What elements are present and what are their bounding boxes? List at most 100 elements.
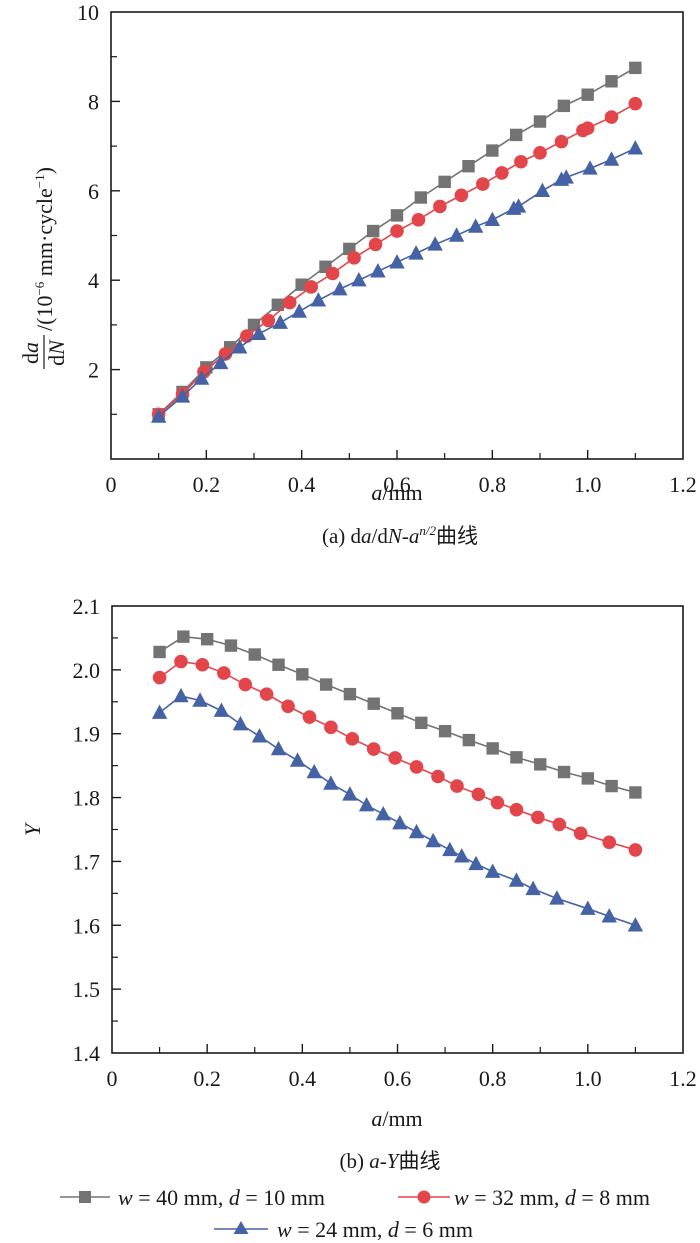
data-point-circle [282,295,297,310]
data-point-circle [495,166,509,180]
plot-b-frame [111,605,684,1054]
data-point-triangle [291,303,307,318]
data-point-square [319,678,333,691]
data-point-square [534,758,547,771]
ylabel-frac-den: dN [44,339,69,366]
data-point-circle [554,134,569,149]
data-point-square [486,742,499,755]
y-tick-label: 1.9 [73,722,101,747]
x-tick-label: 0.8 [479,1066,507,1091]
data-point-triangle [627,917,644,932]
data-point-circle [471,787,486,802]
x-tick-label: 0.2 [193,1066,221,1091]
data-point-triangle [270,740,287,756]
data-point-square [557,765,571,779]
data-point-circle [580,121,595,136]
data-point-triangle [272,314,288,329]
data-point-square [415,716,428,730]
data-point-circle [304,280,319,294]
x-tick-label: 0.6 [383,472,411,497]
data-point-square [605,779,618,793]
data-point-circle [174,654,188,669]
data-point-square [509,128,523,142]
data-point-square [367,697,380,710]
x-tick-label: 1.2 [669,1066,697,1091]
data-point-circle [602,835,617,850]
data-point-square [581,772,595,785]
data-point-triangle [192,692,208,707]
legend-item-w40: w = 40 mm, d = 10 mm [60,1185,325,1210]
ylabel-unit: /(10−6 mm·cycle−1) [32,167,57,331]
data-point-triangle [425,832,441,848]
series-circle [152,654,643,857]
data-point-triangle [213,702,230,717]
data-point-triangle [448,227,465,242]
data-point-circle [476,177,490,191]
data-point-circle [604,110,619,124]
data-point-square [366,224,380,238]
data-point-circle [238,677,253,692]
data-point-square [177,630,190,643]
legend-triangle-marker [233,1221,249,1234]
data-point-circle [388,751,402,765]
data-point-square [629,61,642,75]
data-point-triangle [193,370,210,385]
data-point-square [438,724,452,738]
data-point-triangle [232,715,249,731]
legend-label-w40: w = 40 mm, d = 10 mm [118,1185,325,1210]
data-point-triangle [484,211,501,227]
data-point-triangle [580,900,596,915]
data-point-circle [195,657,210,672]
panel-b: 0 0.2 0.4 0.6 0.8 1.0 1.2 1.4 1.5 1.6 1.7 1.8 1.9 2.0… [20,594,697,1173]
data-point-triangle [351,272,367,287]
plot-a-xlabel: a/mm [371,480,422,505]
data-point-triangle [508,872,525,887]
data-point-triangle [310,292,327,307]
series-square [152,61,642,421]
data-point-square [296,668,309,681]
data-point-triangle [306,763,322,779]
data-point-circle [261,313,276,328]
data-point-square [462,733,476,747]
data-point-circle [366,742,381,756]
data-point-square [510,751,523,764]
data-point-triangle [408,245,424,260]
y-tick-label: 1.8 [73,786,101,811]
data-point-triangle [251,325,267,341]
data-point-square [153,645,166,659]
ylabel-frac-num: da [18,342,43,364]
x-tick-label: 0 [107,1066,118,1091]
x-tick-label: 1.0 [574,1066,602,1091]
plot-a-series [150,61,644,423]
y-tick-label: 6 [88,179,99,204]
y-tick-label: 2 [88,358,99,383]
series-circle [151,96,643,422]
data-point-circle [240,329,254,343]
legend: w = 40 mm, d = 10 mm w = 32 mm, d = 8 mm… [60,1185,650,1242]
legend-label-w24: w = 24 mm, d = 6 mm [277,1217,473,1242]
y-tick-label: 2.1 [73,594,101,619]
data-point-triangle [534,182,551,197]
x-tick-label: 0.4 [288,472,316,497]
data-point-square [533,115,547,128]
data-point-triangle [627,140,644,155]
data-point-triangle [408,823,425,839]
data-point-square [224,639,238,652]
plot-b-ylabel: Y [20,821,45,836]
data-point-triangle [468,855,484,871]
data-point-circle [433,199,447,214]
data-point-triangle [251,728,268,743]
legend-item-w32: w = 32 mm, d = 8 mm [398,1185,650,1210]
data-point-square [414,191,428,204]
series-line [159,695,636,927]
series-line [158,67,636,415]
data-point-square [605,75,618,88]
data-point-circle [324,720,338,735]
data-point-triangle [467,218,484,233]
data-point-triangle [389,254,405,269]
data-point-triangle [558,169,574,184]
data-point-circle [152,670,167,685]
data-point-circle [345,732,360,746]
panel-a: 0 0.2 0.4 0.6 0.8 1.0 1.2 2 4 6 8 10 da dN /(10−6 m… [18,0,697,548]
